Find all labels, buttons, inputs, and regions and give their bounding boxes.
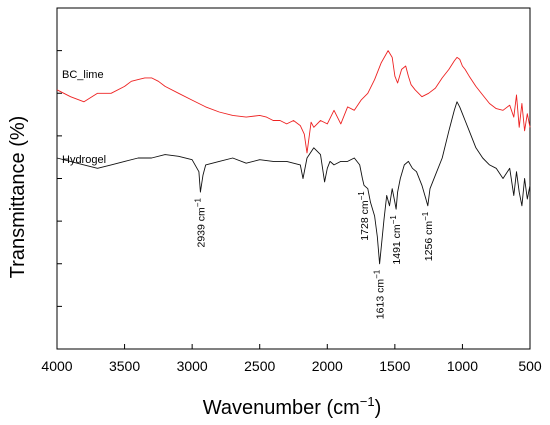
- peak-annotation: 1256 cm−1: [421, 211, 435, 261]
- series-line-bc-lime: [56, 50, 531, 154]
- x-tick-label: 4000: [41, 358, 72, 374]
- peak-annotation: 1728 cm−1: [357, 191, 371, 241]
- x-axis-label-end: ): [375, 397, 382, 419]
- series-line-hydrogel: [56, 101, 531, 265]
- x-tick-label: 3000: [177, 358, 208, 374]
- x-axis-label: Wavenumber (cm−1): [203, 394, 382, 419]
- peak-annotation: 1491 cm−1: [389, 215, 403, 265]
- x-tick-label: 3500: [109, 358, 140, 374]
- x-tick-label: 2000: [312, 358, 343, 374]
- x-tick-label: 1000: [447, 358, 478, 374]
- series-label-bc-lime: BC_lime: [62, 69, 104, 81]
- peak-annotation: 2939 cm−1: [193, 198, 207, 248]
- series-label-hydrogel: Hydrogel: [62, 154, 106, 166]
- x-tick-label: 500: [518, 358, 542, 374]
- y-axis-label: Transmittance (%): [7, 116, 29, 279]
- x-tick-label: 1500: [379, 358, 410, 374]
- x-tick-label: 2500: [244, 358, 275, 374]
- x-axis-label-main: Wavenumber (cm: [203, 397, 360, 419]
- peak-annotation: 1613 cm−1: [373, 269, 387, 319]
- x-axis-label-sup: −1: [360, 394, 375, 409]
